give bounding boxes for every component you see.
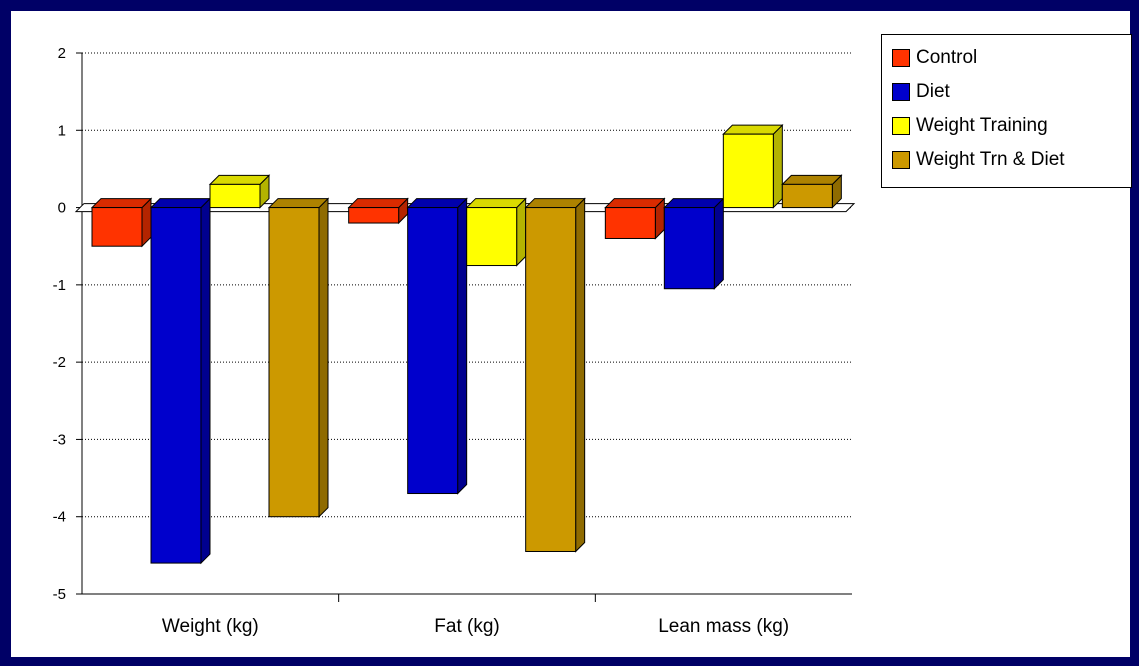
bar-weight-trn-diet-top (267, 198, 330, 209)
bar-weight-trn-diet (781, 183, 833, 209)
bar-weight-trn-diet (268, 207, 320, 518)
bar-weight-training-side (516, 197, 527, 267)
bar-weight-trn-diet-top (781, 174, 843, 185)
bar-weight-training-top (465, 198, 527, 209)
x-tick-label: Lean mass (kg) (658, 616, 789, 637)
bar-diet-side (713, 197, 724, 290)
y-tick-label: 0 (58, 200, 66, 217)
bar-diet-side (200, 197, 211, 565)
legend-swatch-diet (892, 83, 910, 101)
y-tick-label: -2 (53, 354, 66, 371)
bar-weight-training-top (208, 174, 271, 185)
bar-weight-trn-diet-side (318, 197, 329, 518)
bar-control (348, 207, 400, 224)
legend: Control Diet Weight Training Weight Trn … (881, 34, 1132, 188)
bar-diet-top (663, 198, 725, 209)
bar-diet (150, 207, 202, 564)
x-tick-label: Fat (kg) (434, 616, 499, 637)
y-tick-label: 1 (58, 122, 66, 139)
bar-diet-side (457, 197, 468, 495)
bar-control-top (347, 198, 409, 209)
legend-label-control: Control (916, 47, 978, 68)
bar-diet (407, 207, 459, 495)
x-tick-label: Weight (kg) (162, 616, 259, 637)
y-tick-label: -5 (53, 586, 66, 603)
bar-control (91, 207, 143, 247)
legend-item-weight-trn-diet: Weight Trn & Diet (882, 143, 1131, 177)
bar-weight-trn-diet-top (524, 198, 586, 209)
bar-weight-training (722, 133, 774, 209)
legend-item-diet: Diet (882, 75, 1131, 109)
bar-weight-training-side (772, 123, 783, 209)
legend-label-weight-training: Weight Training (916, 115, 1048, 136)
y-tick-label: -4 (53, 509, 66, 526)
y-tick-label: -3 (53, 431, 66, 448)
bar-weight-trn-diet (525, 207, 577, 552)
y-tick-label: -1 (53, 277, 66, 294)
bar-control-top (604, 198, 666, 209)
bar-weight-trn-diet-side (575, 197, 586, 553)
bar-weight-training (209, 183, 261, 209)
bar-weight-training-top (722, 124, 784, 135)
bar-diet (663, 207, 715, 290)
y-tick-label: 2 (58, 45, 66, 62)
bar-weight-training (466, 207, 518, 267)
bar-control-top (90, 198, 153, 209)
legend-label-weight-trn-diet: Weight Trn & Diet (916, 149, 1065, 170)
legend-swatch-control (892, 49, 910, 67)
legend-item-control: Control (882, 41, 1131, 75)
bar-diet-top (149, 198, 212, 209)
legend-item-weight-training: Weight Training (882, 109, 1131, 143)
legend-swatch-weight-training (892, 117, 910, 135)
bar-control (604, 207, 656, 239)
bar-diet-top (406, 198, 468, 209)
legend-swatch-weight-trn-diet (892, 151, 910, 169)
legend-label-diet: Diet (916, 81, 950, 102)
